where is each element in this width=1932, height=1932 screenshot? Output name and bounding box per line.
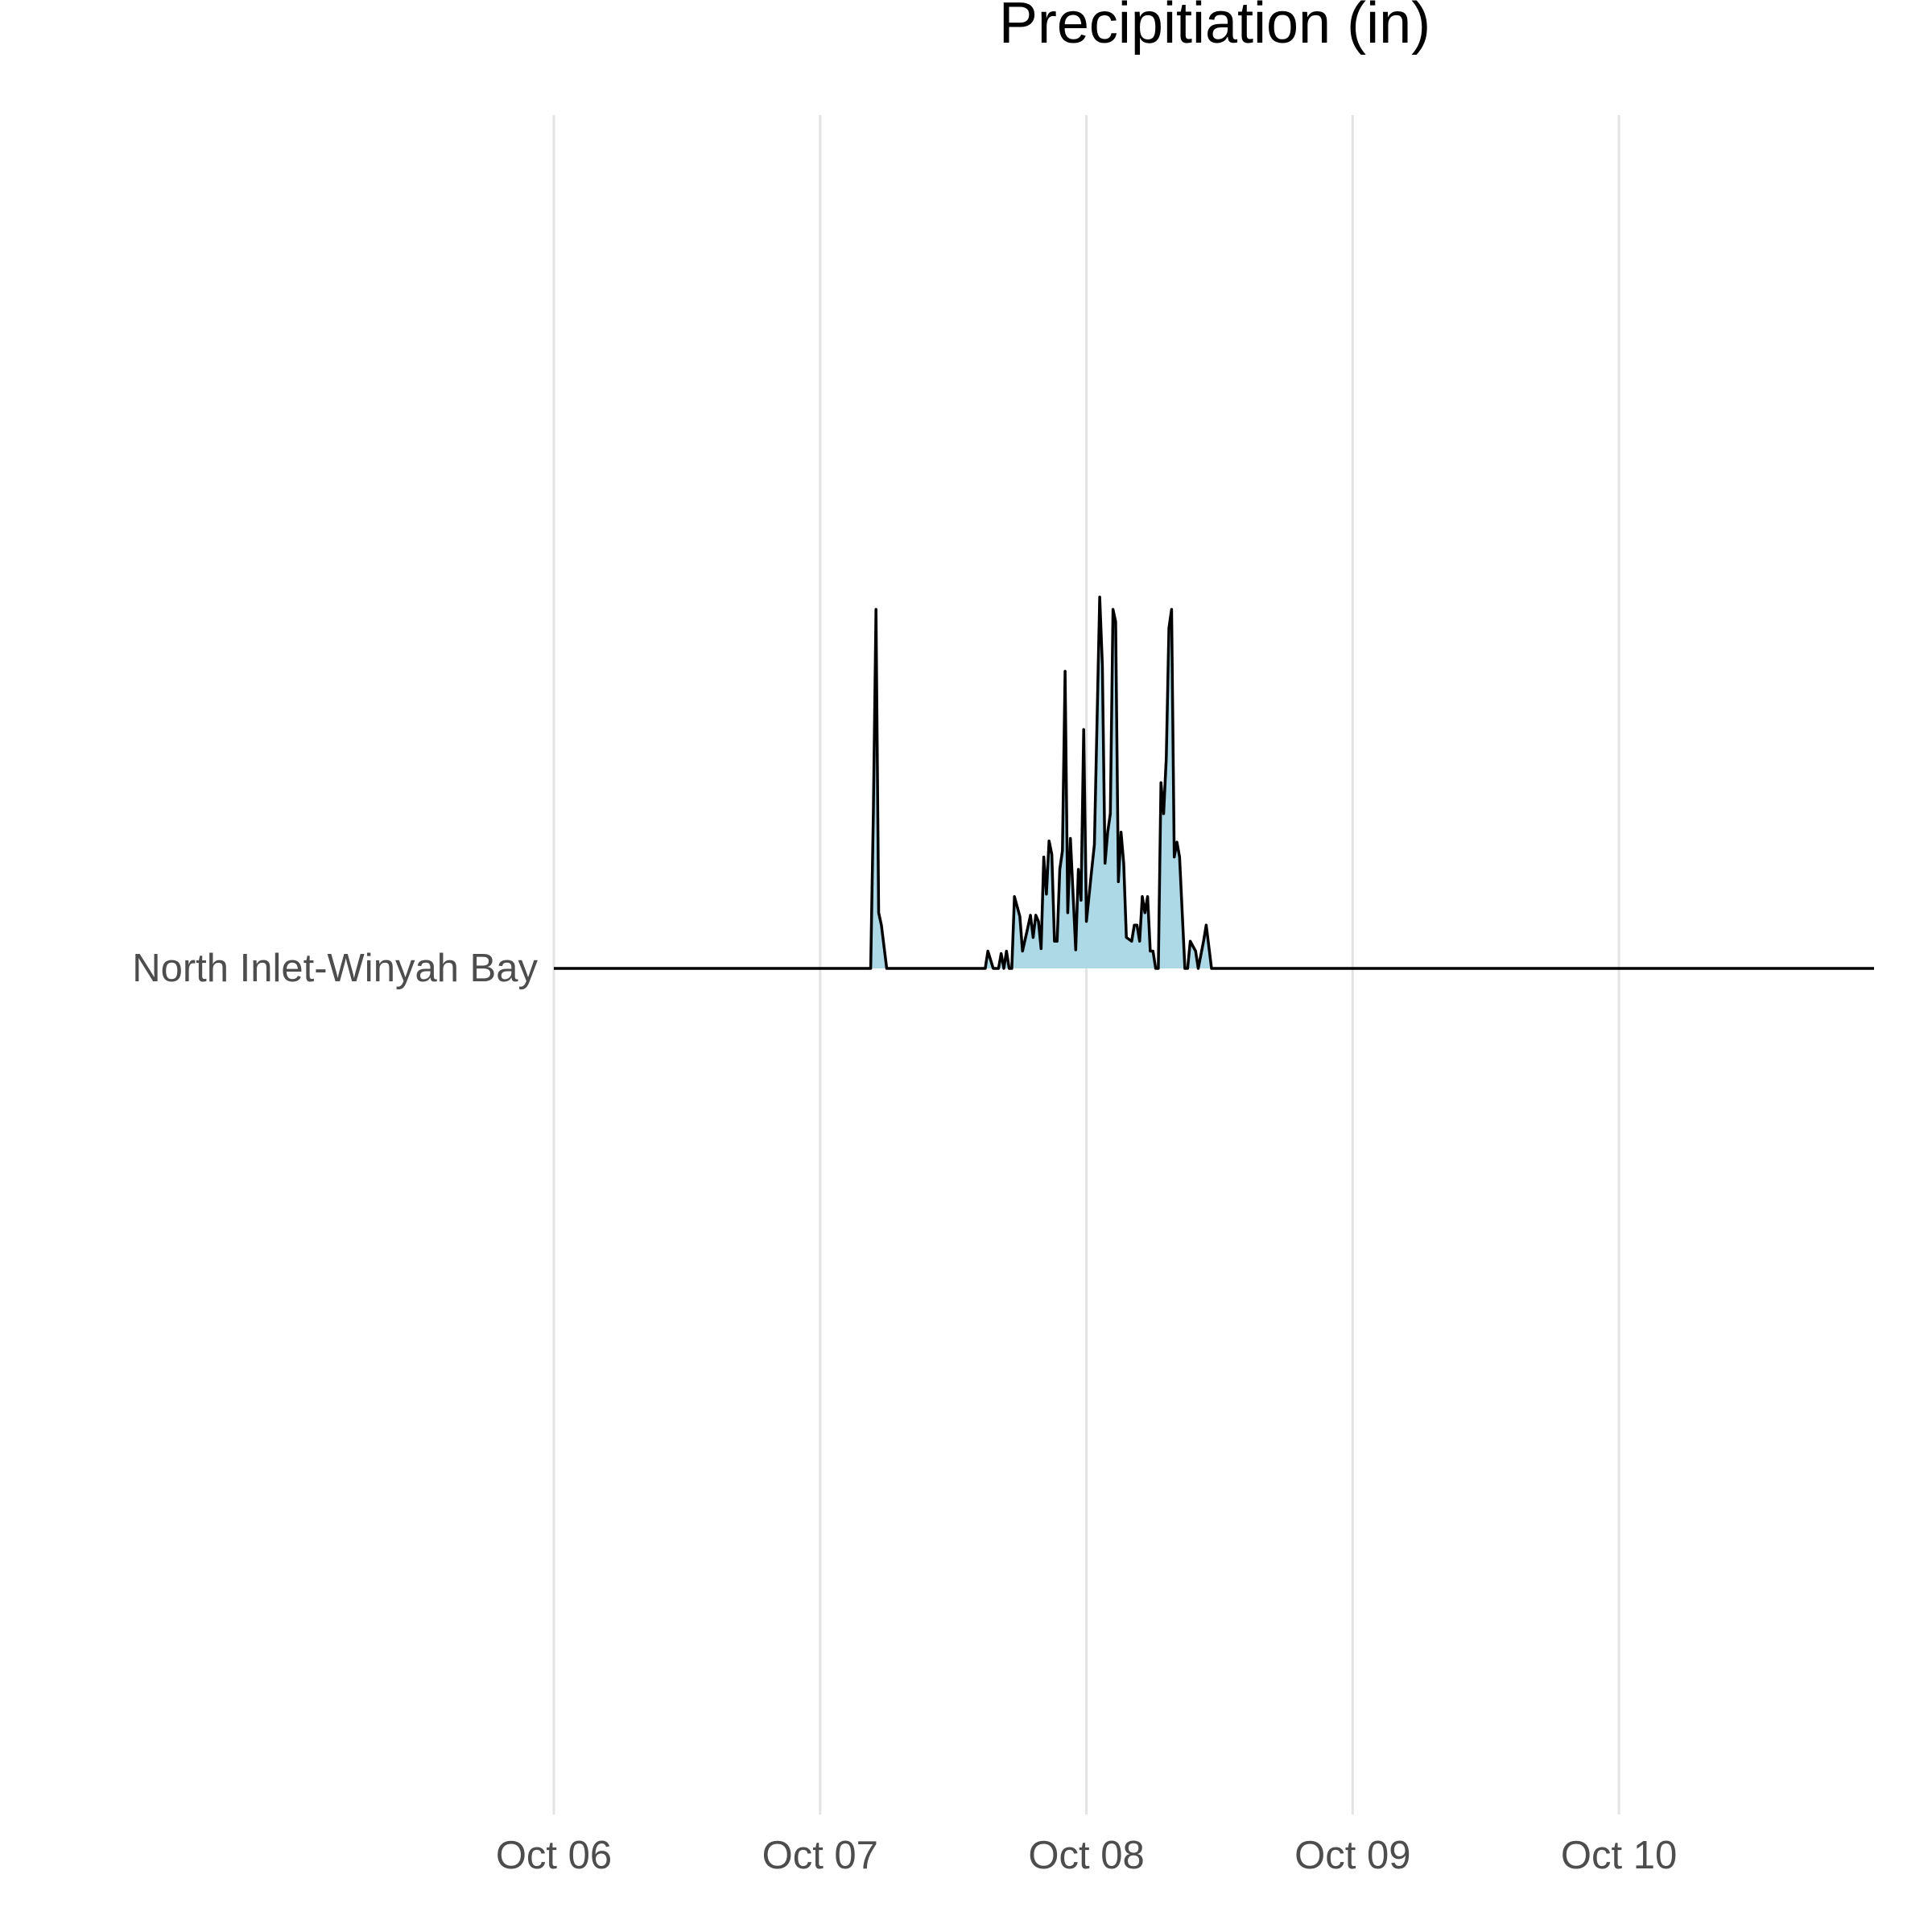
y-tick-label: North Inlet-Winyah Bay	[132, 947, 538, 990]
x-tick-label: Oct 07	[762, 1834, 878, 1877]
chart-title: Precipitiation (in)	[999, 0, 1430, 56]
x-tick-label: Oct 06	[496, 1834, 612, 1877]
ridge-line	[554, 595, 1874, 970]
ridge-area	[554, 597, 1874, 968]
x-tick-label: Oct 08	[1028, 1834, 1144, 1877]
x-tick-label: Oct 09	[1294, 1834, 1410, 1877]
x-tick-label: Oct 10	[1561, 1834, 1677, 1877]
